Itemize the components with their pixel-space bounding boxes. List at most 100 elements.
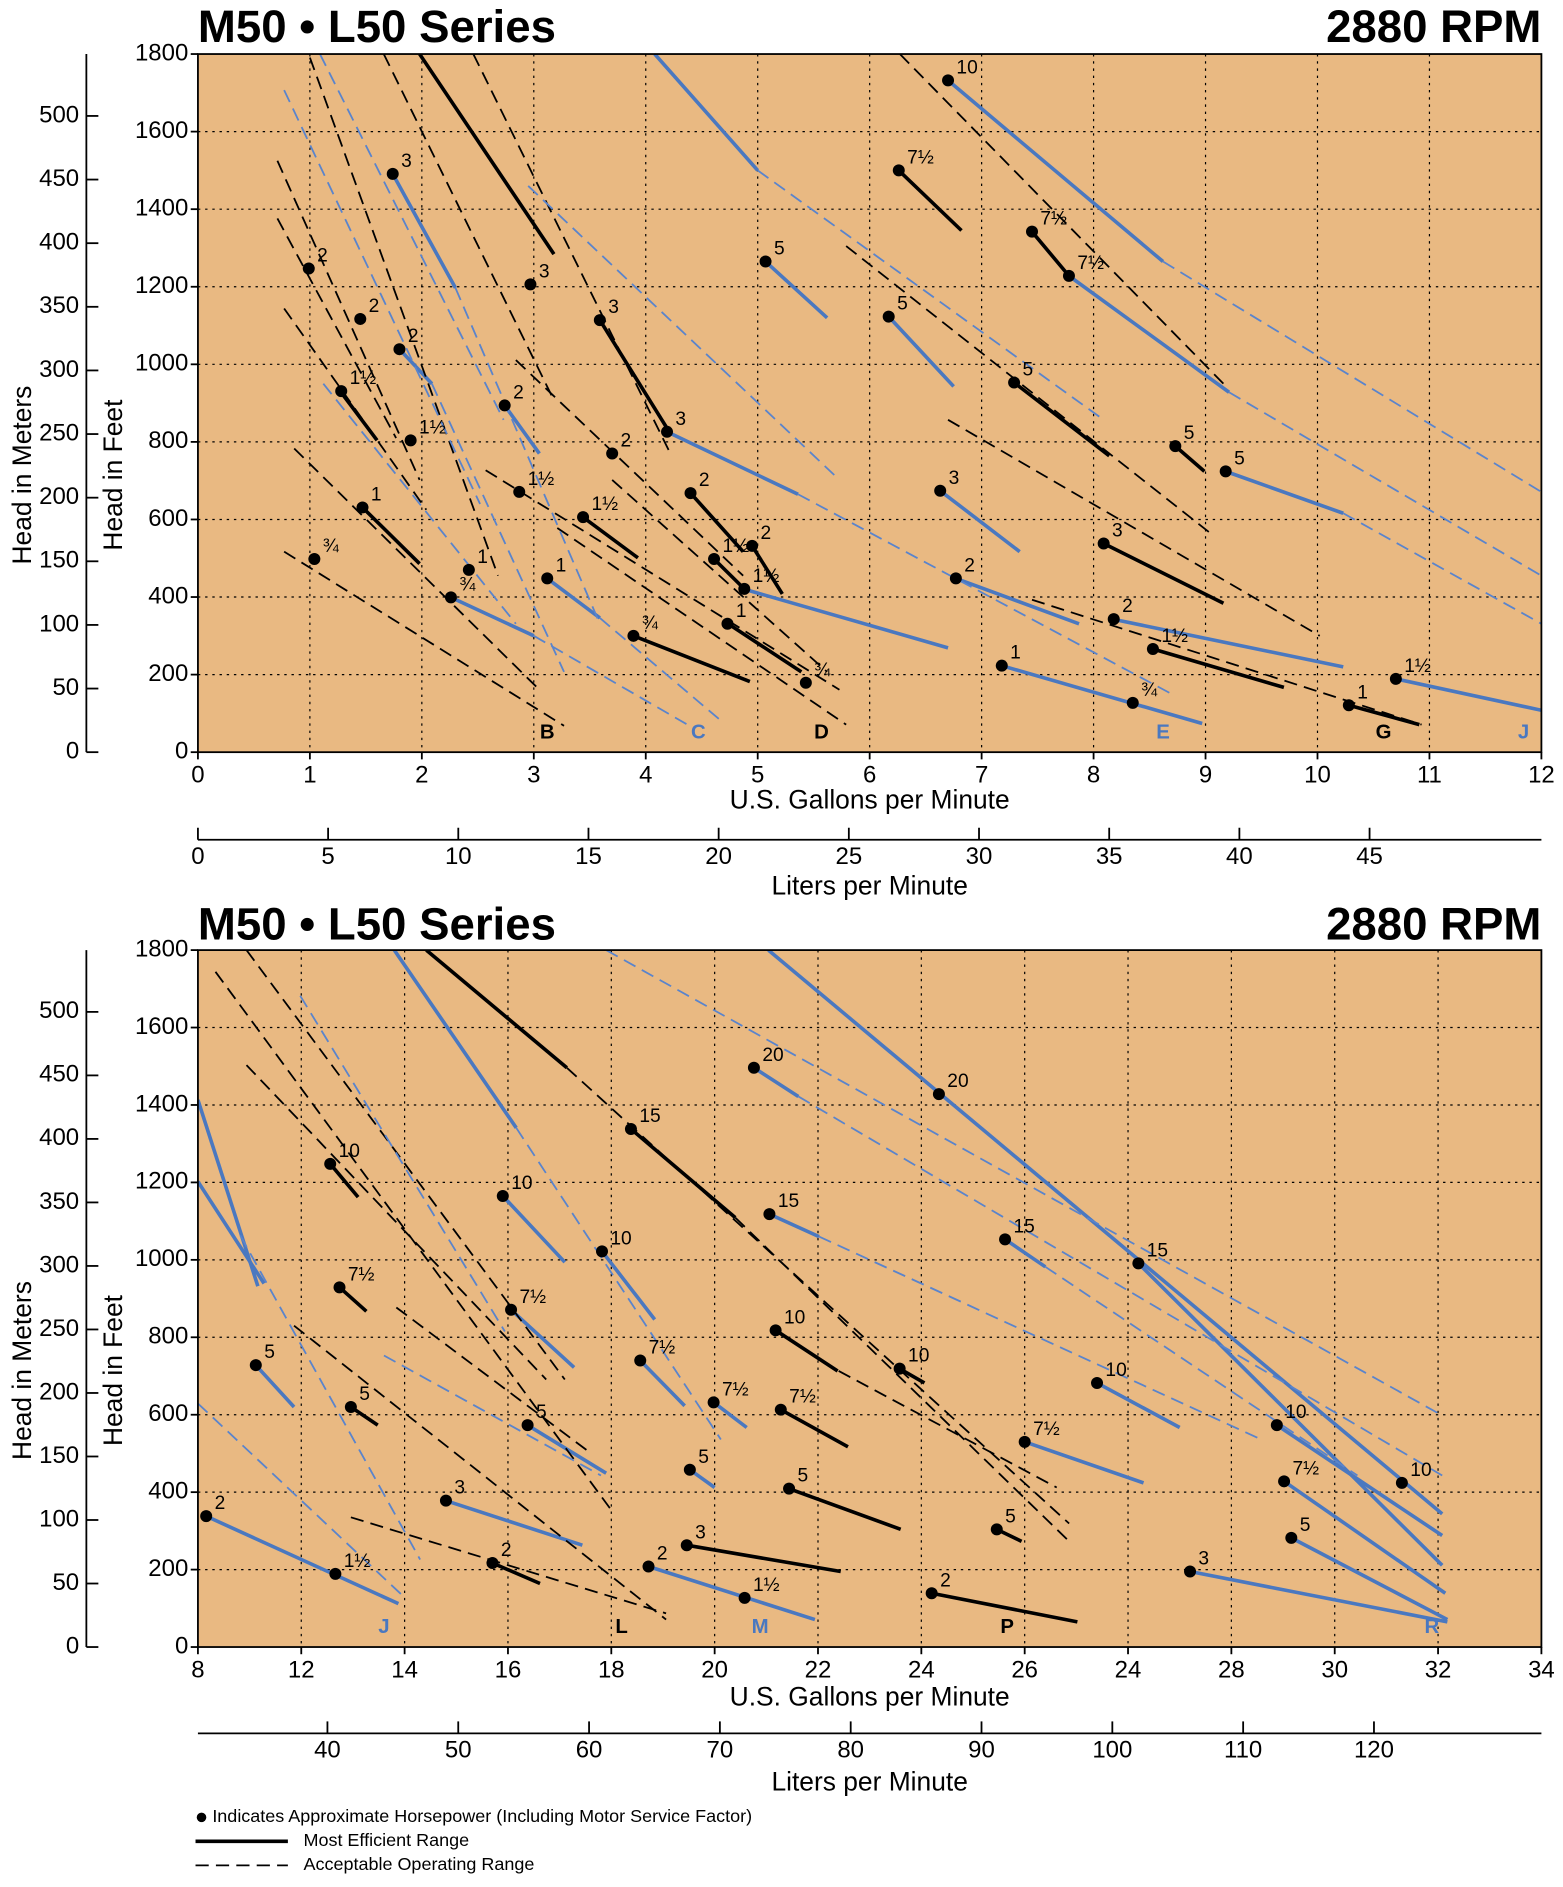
efficient-range xyxy=(774,1328,839,1373)
hp-point xyxy=(462,563,475,576)
y-tick-label: 1200 xyxy=(135,1168,188,1195)
y2-tick-label: 100 xyxy=(39,1505,79,1532)
acceptable-range xyxy=(283,89,481,505)
hp-point xyxy=(799,676,812,689)
chart-subtitle: 2880 RPM xyxy=(1326,898,1541,949)
x2-tick-label: 40 xyxy=(314,1737,341,1764)
x2-tick-label: 10 xyxy=(445,843,472,870)
acceptable-range xyxy=(299,995,506,1332)
y2-tick-label: 500 xyxy=(39,101,79,128)
acceptable-range xyxy=(197,1402,404,1597)
legend-label: Most Efficient Range xyxy=(303,1830,469,1850)
x-tick-label: 9 xyxy=(1199,762,1212,789)
x-tick-label: 12 xyxy=(1528,762,1555,789)
efficient-range xyxy=(450,595,535,638)
hp-label: 1½ xyxy=(753,566,780,587)
efficient-range xyxy=(1137,1262,1444,1567)
y-tick-label: 1600 xyxy=(135,1013,188,1040)
acceptable-range xyxy=(757,169,1105,421)
x-tick-label: 2 xyxy=(415,762,428,789)
hp-point xyxy=(393,343,406,356)
hp-label: 5 xyxy=(698,1447,709,1468)
series-letter: J xyxy=(1518,721,1529,743)
y2-tick-label: 200 xyxy=(39,483,79,510)
y2-tick-label: 200 xyxy=(39,1378,79,1405)
hp-label: 3 xyxy=(401,151,412,172)
hp-point xyxy=(995,659,1008,672)
hp-label: 1½ xyxy=(344,1551,371,1572)
hp-label: 10 xyxy=(1105,1360,1126,1381)
acceptable-range xyxy=(383,1354,602,1477)
efficient-range xyxy=(647,1564,816,1622)
efficient-range xyxy=(638,1359,686,1408)
efficient-range xyxy=(779,1408,849,1449)
hp-point xyxy=(934,484,947,497)
series-letter: J xyxy=(378,1616,389,1638)
hp-point xyxy=(708,553,721,566)
plot-frame xyxy=(197,949,1543,1648)
x-tick-label: 3 xyxy=(527,762,540,789)
x-tick-label: 5 xyxy=(751,762,764,789)
hp-point xyxy=(893,1362,906,1375)
efficient-range xyxy=(1004,1237,1047,1269)
hp-label: 1½ xyxy=(419,417,446,438)
y-tick-label: 1200 xyxy=(135,272,188,299)
acceptable-range xyxy=(838,1370,1058,1489)
hp-point xyxy=(624,1122,637,1135)
acceptable-range xyxy=(293,447,541,691)
efficient-range xyxy=(197,1180,266,1285)
hp-point xyxy=(949,572,962,585)
x-tick-label: 10 xyxy=(1304,762,1331,789)
x-tick-label: 34 xyxy=(1528,1656,1555,1683)
acceptable-range xyxy=(1162,260,1542,493)
x2-tick-label: 30 xyxy=(966,843,993,870)
series-letter: G xyxy=(1376,721,1392,743)
efficient-range xyxy=(1067,274,1231,394)
x2-tick-label: 120 xyxy=(1354,1737,1394,1764)
hp-point xyxy=(763,1208,776,1221)
y2-tick-label: 250 xyxy=(39,419,79,446)
hp-label: 20 xyxy=(762,1045,783,1066)
y-tick-label: 600 xyxy=(148,1400,188,1427)
hp-point xyxy=(1097,537,1110,550)
hp-point xyxy=(1126,696,1139,709)
x2-axis-label: Liters per Minute xyxy=(771,1767,967,1797)
hp-point xyxy=(249,1359,262,1372)
hp-point xyxy=(925,1587,938,1600)
hp-point xyxy=(769,1324,782,1337)
acceptable-range xyxy=(1342,512,1542,625)
acceptable-range xyxy=(556,527,847,726)
hp-point xyxy=(1219,465,1232,478)
x2-tick-label: 35 xyxy=(1096,843,1123,870)
x2-tick-label: 5 xyxy=(321,843,334,870)
x2-tick-label: 70 xyxy=(707,1737,734,1764)
efficient-range xyxy=(653,54,760,172)
efficient-range xyxy=(1174,444,1206,473)
y2-tick-label: 100 xyxy=(39,610,79,637)
hp-label: 2 xyxy=(761,523,772,544)
efficient-range xyxy=(788,1486,902,1532)
acceptable-range xyxy=(605,950,1443,1417)
efficient-range xyxy=(742,587,949,650)
efficient-range xyxy=(1225,469,1344,515)
hp-point xyxy=(606,447,619,460)
y2-tick-label: 150 xyxy=(39,1442,79,1469)
chart-subtitle: 2880 RPM xyxy=(1326,1,1541,52)
x-tick-label: 4 xyxy=(639,762,652,789)
efficient-range xyxy=(491,1561,541,1586)
x2-tick-label: 110 xyxy=(1224,1737,1262,1764)
x2-tick-label: 0 xyxy=(191,843,204,870)
legend-label: Acceptable Operating Range xyxy=(303,1854,534,1874)
hp-label: 1½ xyxy=(591,494,618,515)
hp-point xyxy=(721,617,734,630)
hp-label: 2 xyxy=(940,1570,951,1591)
x2-tick-label: 90 xyxy=(968,1737,995,1764)
y2-tick-label: 300 xyxy=(39,356,79,383)
hp-point xyxy=(1278,1475,1291,1488)
hp-point xyxy=(882,310,895,323)
efficient-range xyxy=(1348,703,1420,727)
hp-point xyxy=(386,167,399,180)
x2-tick-label: 100 xyxy=(1092,1737,1132,1764)
hp-label: 2 xyxy=(215,1493,226,1514)
y2-tick-label: 0 xyxy=(66,1632,79,1659)
